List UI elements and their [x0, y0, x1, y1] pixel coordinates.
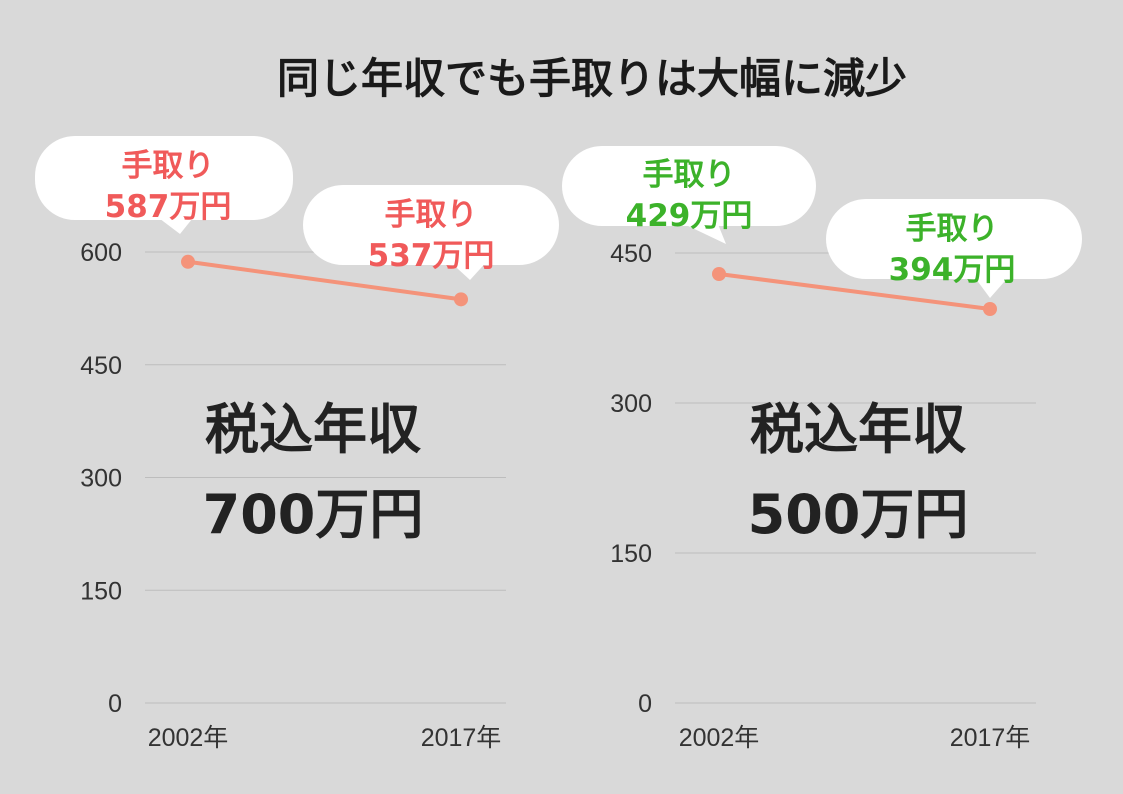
callout-value: 394万円 [889, 252, 1016, 288]
data-point [712, 267, 726, 281]
y-tick-label: 0 [108, 690, 122, 718]
data-point [983, 302, 997, 316]
y-tick-label: 600 [80, 239, 122, 267]
x-tick-label: 2017年 [421, 724, 502, 752]
callout-box [826, 199, 1082, 279]
page-title: 同じ年収でも手取りは大幅に減少 [277, 54, 907, 103]
callout-value: 429万円 [626, 198, 753, 234]
callout-label: 手取り [122, 148, 215, 184]
center-label-title: 税込年収 [750, 398, 966, 461]
x-tick-label: 2002年 [679, 724, 760, 752]
series-line [718, 272, 991, 311]
data-point [454, 292, 468, 307]
callout-box [303, 185, 559, 265]
callout-tail [974, 277, 1009, 298]
y-tick-label: 450 [610, 240, 652, 268]
center-label-value: 500万円 [748, 483, 969, 546]
y-tick-label: 450 [80, 352, 122, 380]
callout-bubble: 手取り 429万円 [562, 146, 816, 244]
y-tick-label: 300 [610, 390, 652, 418]
center-label-title: 税込年収 [205, 398, 421, 461]
callout-tail [451, 263, 486, 280]
callout-tail [158, 218, 193, 234]
callout-bubble: 手取り 537万円 [303, 185, 559, 280]
center-label-value: 700万円 [203, 483, 424, 546]
callout-value: 537万円 [368, 238, 495, 274]
callout-label: 手取り [643, 157, 736, 193]
callout-bubble: 手取り 394万円 [826, 199, 1082, 298]
callout-label: 手取り [385, 197, 478, 233]
chart-panel-1: 0 150 300 450 600 2002年 2017年 税込年収 700万円 手取り 587万円… [35, 136, 559, 752]
callout-box [562, 146, 816, 226]
callout-tail [683, 224, 726, 244]
series-line [187, 259, 462, 302]
callout-box [35, 136, 293, 220]
y-tick-label: 0 [638, 690, 652, 718]
callout-bubble: 手取り 587万円 [35, 136, 293, 234]
y-tick-label: 300 [80, 465, 122, 493]
callout-label: 手取り [906, 211, 999, 247]
x-tick-label: 2017年 [950, 724, 1031, 752]
y-tick-label: 150 [80, 577, 122, 605]
x-tick-label: 2002年 [148, 724, 229, 752]
y-tick-label: 150 [610, 540, 652, 568]
data-point [181, 254, 195, 269]
callout-value: 587万円 [105, 189, 232, 225]
